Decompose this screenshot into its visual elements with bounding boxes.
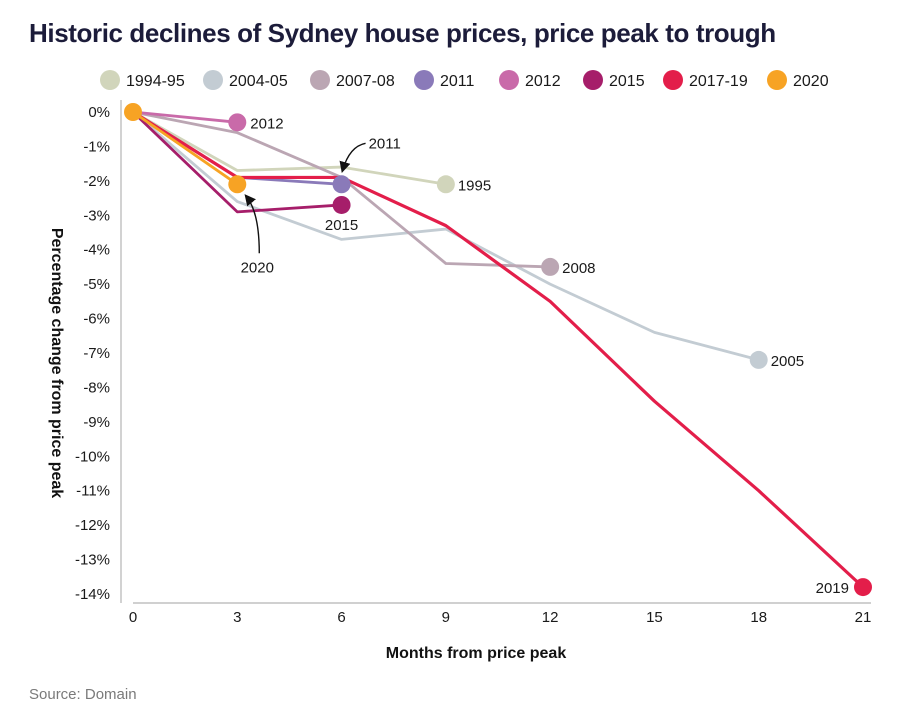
end-marker-2017-19 [854, 578, 872, 597]
legend-swatch [100, 70, 120, 90]
legend-item-2011: 2011 [414, 70, 475, 90]
end-label-2017-19: 2019 [816, 580, 849, 597]
legend-swatch [203, 70, 223, 90]
y-tick-label: -11% [76, 483, 110, 500]
legend-label: 2012 [525, 73, 561, 90]
legend-swatch [499, 70, 519, 90]
y-tick-label: -13% [75, 552, 110, 569]
annotation-arrow-2011 [339, 142, 366, 173]
end-marker-2012 [228, 113, 247, 132]
start-marker [124, 103, 142, 121]
y-tick-label: -7% [83, 345, 110, 362]
legend-swatch [663, 70, 683, 90]
end-label-2004-05: 2005 [771, 353, 804, 370]
legend-item-2012: 2012 [499, 70, 561, 90]
y-axis-label: Percentage change from price peak [48, 228, 65, 498]
end-label-2012: 2012 [250, 115, 283, 132]
legend-item-2004-05: 2004-05 [203, 70, 288, 90]
legend-label: 2007-08 [336, 73, 395, 90]
y-tick-label: -9% [83, 414, 110, 431]
series-line-2012 [131, 110, 239, 124]
x-tick-label: 21 [855, 609, 872, 626]
y-tick-label: -5% [83, 276, 110, 293]
legend: 1994-95 2004-05 2007-08 2011 2012 2015 2017-19… [100, 70, 829, 90]
legend-label: 2020 [793, 73, 829, 90]
y-tick-label: -14% [75, 586, 110, 603]
x-tick-label: 3 [233, 609, 241, 626]
legend-item-2007-08: 2007-08 [310, 70, 395, 90]
legend-label: 2004-05 [229, 73, 288, 90]
y-tick-label: -1% [83, 138, 110, 155]
series-line-2017-19 [131, 110, 865, 589]
x-tick-labels: 0 3 6 9 12 15 18 21 [129, 609, 872, 626]
legend-swatch [767, 70, 787, 90]
y-tick-labels: 0% -1% -2% -3% -4% -5% -6% -7% -8% -9% -10% -11% -12… [75, 104, 110, 603]
legend-item-2015: 2015 [583, 70, 645, 90]
end-marker-1994-95 [436, 175, 455, 194]
end-marker-2015 [332, 195, 351, 214]
legend-label: 1994-95 [126, 73, 185, 90]
series-line-2020 [131, 110, 239, 186]
end-label-1994-95: 1995 [458, 177, 491, 194]
chart-title: Historic declines of Sydney house prices… [29, 18, 776, 48]
y-tick-label: -2% [83, 173, 110, 190]
end-label-2015: 2015 [325, 217, 358, 234]
legend-item-1994-95: 1994-95 [100, 70, 185, 90]
axes [120, 100, 871, 604]
end-marker-2011 [332, 175, 351, 194]
end-label-2007-08: 2008 [562, 260, 595, 277]
annotation-arrows [244, 142, 366, 254]
x-axis-label: Months from price peak [386, 645, 567, 662]
x-tick-label: 0 [129, 609, 137, 626]
x-tick-label: 18 [750, 609, 767, 626]
x-tick-label: 9 [442, 609, 450, 626]
series-line-1994-95 [131, 110, 448, 186]
y-tick-label: -4% [83, 242, 110, 259]
y-tick-label: -3% [83, 207, 110, 224]
end-label-2011: 2011 [369, 135, 401, 152]
x-tick-label: 12 [542, 609, 559, 626]
end-marker-2004-05 [749, 350, 768, 369]
end-label-2020: 2020 [241, 259, 274, 276]
y-tick-label: 0% [88, 104, 110, 121]
end-marker-2020 [228, 175, 247, 194]
series-lines [131, 110, 865, 589]
legend-swatch [414, 70, 434, 90]
x-tick-label: 6 [337, 609, 345, 626]
annotation-arrow-2020 [244, 194, 260, 254]
end-marker-2007-08 [541, 257, 560, 276]
series-line-2015 [131, 110, 343, 214]
legend-label: 2011 [440, 73, 475, 90]
legend-swatch [583, 70, 603, 90]
legend-swatch [310, 70, 330, 90]
series-end-markers [124, 103, 872, 597]
y-tick-label: -10% [75, 448, 110, 465]
legend-label: 2015 [609, 73, 645, 90]
series-end-labels: 1995 2005 2008 2011 2012 2015 2019 2020 [241, 115, 849, 597]
series-line-2004-05 [131, 110, 761, 362]
x-tick-label: 15 [646, 609, 663, 626]
legend-label: 2017-19 [689, 73, 748, 90]
source-note: Source: Domain [29, 686, 137, 703]
y-tick-label: -6% [83, 311, 110, 328]
legend-item-2017-19: 2017-19 [663, 70, 748, 90]
legend-item-2020: 2020 [767, 70, 829, 90]
y-tick-label: -8% [83, 379, 110, 396]
y-tick-label: -12% [75, 517, 110, 534]
